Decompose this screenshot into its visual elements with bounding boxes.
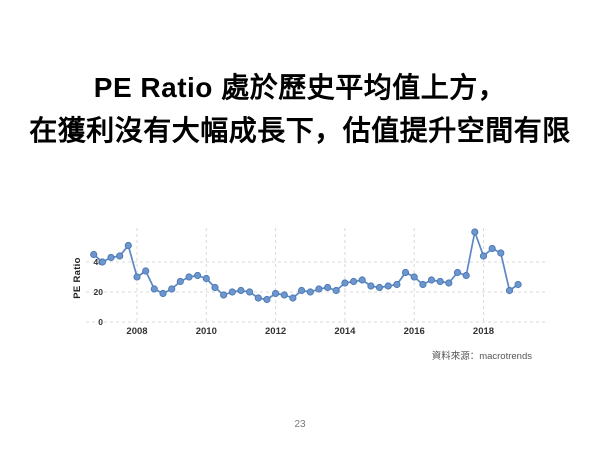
y-tick-label: 0 — [98, 317, 103, 327]
data-point-marker — [107, 253, 115, 262]
data-point-marker — [419, 280, 427, 289]
data-point-marker — [116, 252, 124, 260]
data-point-marker — [514, 280, 522, 289]
data-point-marker — [410, 273, 418, 281]
data-point-marker — [445, 279, 453, 287]
pe-ratio-markers — [90, 228, 522, 304]
x-tick-label: 2010 — [196, 326, 217, 337]
slide-title-line-1: PE Ratio 處於歷史平均值上方， — [93, 72, 507, 103]
data-point-marker — [150, 285, 158, 293]
x-tick-label: 2018 — [473, 326, 494, 337]
data-point-marker — [133, 273, 141, 281]
y-tick-label: 20 — [94, 287, 104, 297]
data-point-marker — [289, 294, 297, 302]
data-point-marker — [142, 267, 150, 275]
data-point-marker — [211, 283, 219, 292]
data-point-marker — [324, 283, 332, 292]
pe-ratio-line-chart: 0 20 40 2008 2010 2012 2014 2016 2018 — [86, 228, 563, 337]
slide-title-line-2: 在獲利沒有大幅成長下，估值提升空間有限 — [29, 115, 571, 146]
data-point-marker — [298, 286, 306, 295]
data-point-marker — [453, 268, 462, 277]
x-tick-label: 2008 — [126, 326, 147, 337]
x-tick-label: 2014 — [334, 326, 356, 337]
data-point-marker — [237, 286, 245, 295]
data-point-marker — [341, 279, 349, 287]
data-point-marker — [280, 291, 288, 299]
data-point-marker — [427, 276, 436, 284]
data-point-marker — [272, 289, 280, 298]
data-point-marker — [367, 282, 375, 290]
chart-gridlines: 0 20 40 2008 2010 2012 2014 2016 2018 — [86, 228, 563, 337]
data-point-marker — [479, 252, 488, 260]
data-point-marker — [375, 283, 384, 292]
data-point-marker — [194, 271, 202, 280]
data-point-marker — [462, 271, 470, 280]
y-tick-label: 40 — [94, 257, 104, 267]
data-point-marker — [436, 277, 444, 286]
data-point-marker — [471, 228, 479, 236]
data-point-marker — [202, 274, 210, 283]
data-point-marker — [254, 294, 262, 302]
data-point-marker — [332, 286, 340, 295]
y-axis-label: PE Ratio — [72, 257, 83, 299]
data-point-marker — [358, 276, 366, 284]
slide-title: PE Ratio 處於歷史平均值上方， 在獲利沒有大幅成長下，估值提升空間有限 — [0, 66, 600, 152]
data-point-marker — [350, 277, 358, 286]
data-point-marker — [393, 280, 401, 289]
data-point-marker — [306, 288, 314, 296]
data-point-marker — [263, 295, 271, 304]
data-point-marker — [497, 249, 505, 257]
data-point-marker — [176, 277, 184, 286]
data-point-marker — [90, 250, 98, 259]
data-point-marker — [401, 268, 410, 277]
x-tick-label: 2016 — [404, 326, 425, 337]
pe-ratio-chart: PE Ratio 0 20 40 2008 2010 2012 2014 2016 2018 — [56, 222, 563, 346]
data-point-marker — [384, 282, 392, 290]
data-point-marker — [185, 273, 193, 281]
data-source-note: 資料來源：macrotrends — [431, 351, 532, 362]
data-point-marker — [228, 288, 236, 296]
data-point-marker — [246, 288, 254, 296]
data-point-marker — [505, 286, 514, 295]
data-point-marker — [159, 289, 167, 298]
x-tick-label: 2012 — [265, 326, 286, 337]
data-point-marker — [124, 241, 132, 250]
data-point-marker — [168, 285, 176, 293]
data-point-marker — [98, 258, 107, 266]
data-point-marker — [315, 285, 323, 293]
data-point-marker — [220, 291, 228, 299]
data-point-marker — [488, 244, 496, 253]
page-number: 23 — [294, 419, 306, 430]
